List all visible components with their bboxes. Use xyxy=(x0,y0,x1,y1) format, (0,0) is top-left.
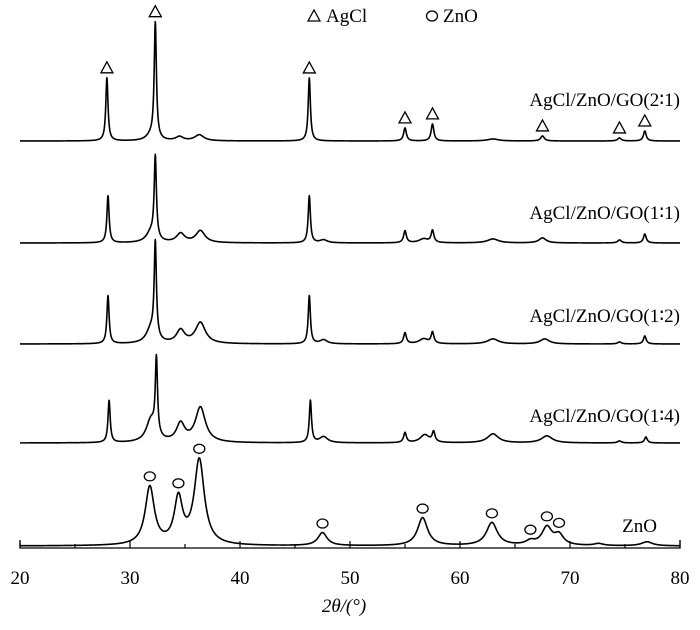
zno-peak-marker xyxy=(540,511,554,522)
x-axis-ticks: 20 30 40 50 60 70 80 xyxy=(11,541,690,589)
series-label-4: ZnO xyxy=(622,516,657,537)
x-tick-label: 30 xyxy=(121,568,140,589)
trace-4 xyxy=(19,457,681,547)
zno-peak-marker xyxy=(416,503,429,514)
series-label-0: AgCl/ZnO/GO(2∶1) xyxy=(529,90,680,111)
x-axis: 20 30 40 50 60 70 80 2θ/(°) xyxy=(11,540,690,617)
trace-0 xyxy=(19,20,681,142)
series-label-3: AgCl/ZnO/GO(1∶4) xyxy=(529,406,680,427)
series-label-1: AgCl/ZnO/GO(1∶1) xyxy=(529,203,680,224)
agcl-peak-marker xyxy=(612,120,627,134)
series-labels-group: AgCl/ZnO/GO(2∶1) AgCl/ZnO/GO(1∶1) AgCl/ZnO… xyxy=(529,90,680,537)
agcl-peak-marker xyxy=(99,60,114,74)
legend-circle-marker xyxy=(425,10,439,22)
x-tick-label: 40 xyxy=(231,568,250,589)
x-tick-label: 20 xyxy=(11,568,30,589)
zno-peak-marker xyxy=(193,443,206,454)
agcl-peak-marker xyxy=(535,118,550,132)
legend: AgCl ZnO xyxy=(306,6,478,27)
zno-peak-marker xyxy=(485,508,499,519)
legend-label-zno: ZnO xyxy=(443,6,478,27)
markers-group xyxy=(99,4,652,535)
agcl-peak-marker xyxy=(302,60,317,74)
zno-peak-marker xyxy=(316,518,329,529)
zno-peak-marker xyxy=(172,478,185,489)
zno-peak-marker xyxy=(524,524,537,535)
agcl-peak-marker xyxy=(425,106,440,120)
legend-triangle-marker xyxy=(306,8,322,22)
trace-2 xyxy=(19,238,681,345)
zno-peak-marker xyxy=(143,471,156,482)
series-label-2: AgCl/ZnO/GO(1∶2) xyxy=(529,306,680,327)
zno-peak-marker xyxy=(552,517,566,529)
x-tick-label: 80 xyxy=(671,568,690,589)
x-tick-label: 50 xyxy=(341,568,360,589)
legend-label-agcl: AgCl xyxy=(326,6,367,27)
trace-1 xyxy=(19,153,681,244)
agcl-peak-marker xyxy=(397,110,413,124)
x-axis-title: 2θ/(°) xyxy=(322,596,366,617)
agcl-peak-marker xyxy=(637,113,652,127)
x-tick-label: 60 xyxy=(451,568,470,589)
x-tick-label: 70 xyxy=(561,568,580,589)
agcl-peak-marker xyxy=(148,4,163,18)
trace-3 xyxy=(19,353,681,444)
